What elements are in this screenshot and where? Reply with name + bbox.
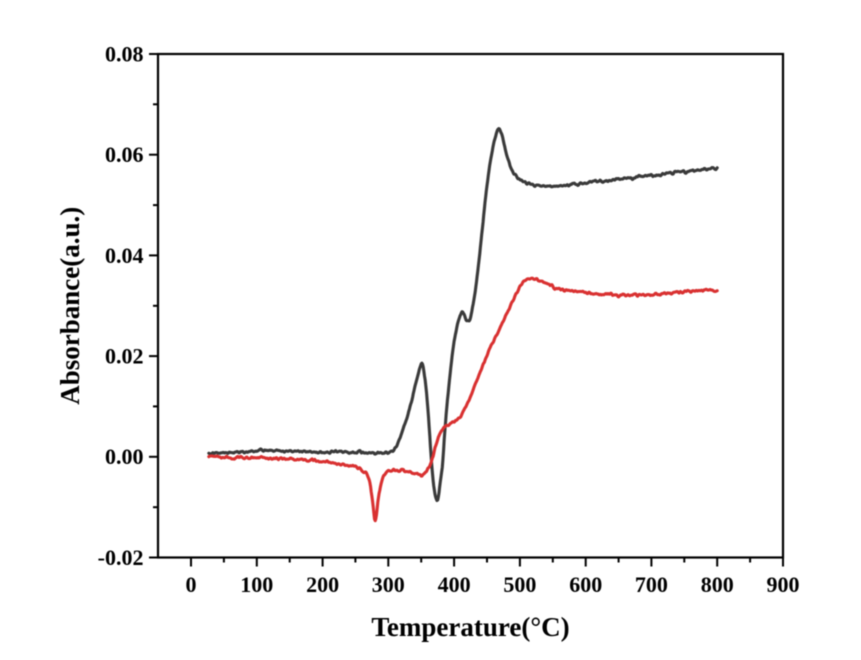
svg-text:0.00: 0.00 <box>105 444 144 469</box>
svg-text:Absorbance(a.u.): Absorbance(a.u.) <box>55 207 85 405</box>
svg-text:0.06: 0.06 <box>105 142 144 167</box>
svg-text:600: 600 <box>569 572 602 597</box>
svg-text:200: 200 <box>306 572 339 597</box>
svg-text:0.08: 0.08 <box>105 41 144 66</box>
svg-text:900: 900 <box>767 572 800 597</box>
svg-text:500: 500 <box>503 572 536 597</box>
svg-text:Temperature(°C): Temperature(°C) <box>371 612 569 642</box>
svg-text:100: 100 <box>240 572 273 597</box>
svg-text:300: 300 <box>372 572 405 597</box>
svg-text:-0.02: -0.02 <box>98 545 144 570</box>
svg-text:400: 400 <box>438 572 471 597</box>
svg-text:700: 700 <box>635 572 668 597</box>
svg-text:0.02: 0.02 <box>105 344 144 369</box>
svg-text:0: 0 <box>186 572 197 597</box>
svg-text:0.04: 0.04 <box>105 243 144 268</box>
svg-text:800: 800 <box>701 572 734 597</box>
